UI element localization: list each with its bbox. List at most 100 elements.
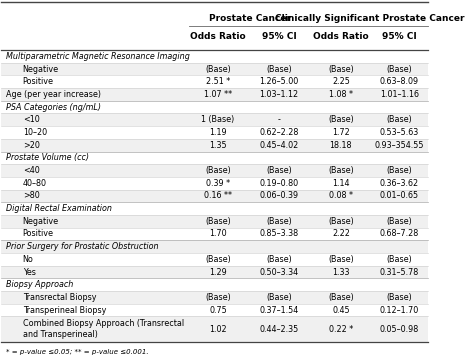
Text: 1.29: 1.29 <box>209 268 227 277</box>
Text: 0.06–0.39: 0.06–0.39 <box>259 191 299 200</box>
Text: 95% CI: 95% CI <box>382 32 417 41</box>
Text: 0.68–7.28: 0.68–7.28 <box>380 229 419 238</box>
Text: (Base): (Base) <box>387 65 412 74</box>
Text: (Base): (Base) <box>328 65 354 74</box>
Text: 1.02: 1.02 <box>209 325 227 334</box>
Text: Transperineal Biopsy: Transperineal Biopsy <box>23 306 106 315</box>
Text: Multiparametric Magnetic Resonance Imaging: Multiparametric Magnetic Resonance Imagi… <box>6 52 190 61</box>
Text: Positive: Positive <box>23 229 54 238</box>
Text: 0.53–5.63: 0.53–5.63 <box>380 128 419 137</box>
Text: (Base): (Base) <box>328 115 354 124</box>
Text: Prostate Volume (cc): Prostate Volume (cc) <box>6 153 89 162</box>
Text: Odds Ratio: Odds Ratio <box>313 32 369 41</box>
Text: 18.18: 18.18 <box>329 141 352 150</box>
Text: (Base): (Base) <box>387 115 412 124</box>
Text: 0.93–354.55: 0.93–354.55 <box>375 141 424 150</box>
Text: 0.22 *: 0.22 * <box>328 325 353 334</box>
Text: (Base): (Base) <box>266 166 292 175</box>
Text: Biopsy Approach: Biopsy Approach <box>6 280 73 289</box>
Bar <box>1 240 428 253</box>
Text: * = p-value ≤0.05; ** = p-value ≤0.001.: * = p-value ≤0.05; ** = p-value ≤0.001. <box>6 349 148 355</box>
Text: (Base): (Base) <box>387 293 412 302</box>
Bar <box>1 151 428 164</box>
Text: 1.72: 1.72 <box>332 128 350 137</box>
Text: (Base): (Base) <box>205 255 231 264</box>
Text: Negative: Negative <box>23 217 59 226</box>
Text: 1.01–1.16: 1.01–1.16 <box>380 90 419 99</box>
Text: 0.63–8.09: 0.63–8.09 <box>380 77 419 86</box>
Text: >20: >20 <box>23 141 40 150</box>
Text: (Base): (Base) <box>328 293 354 302</box>
Text: PSA Categories (ng/mL): PSA Categories (ng/mL) <box>6 103 100 111</box>
Text: 1.35: 1.35 <box>209 141 227 150</box>
Text: 2.22: 2.22 <box>332 229 350 238</box>
Text: (Base): (Base) <box>266 217 292 226</box>
Bar <box>1 215 428 228</box>
Text: 1.33: 1.33 <box>332 268 350 277</box>
Text: 10–20: 10–20 <box>23 128 47 137</box>
Text: Prostate Cancer: Prostate Cancer <box>209 14 291 23</box>
Bar <box>1 126 428 139</box>
Bar <box>1 278 428 291</box>
Bar <box>1 101 428 114</box>
Text: No: No <box>23 255 34 264</box>
Text: 0.01–0.65: 0.01–0.65 <box>380 191 419 200</box>
Bar <box>1 63 428 76</box>
Text: (Base): (Base) <box>266 255 292 264</box>
Text: Clinically Significant Prostate Cancer: Clinically Significant Prostate Cancer <box>275 14 465 23</box>
Text: <40: <40 <box>23 166 39 175</box>
Text: 1.26–5.00: 1.26–5.00 <box>259 77 299 86</box>
Bar <box>1 139 428 151</box>
Bar <box>1 291 428 304</box>
Bar <box>1 164 428 177</box>
Text: -: - <box>277 115 280 124</box>
Text: (Base): (Base) <box>387 255 412 264</box>
Text: Odds Ratio: Odds Ratio <box>190 32 246 41</box>
Text: 0.44–2.35: 0.44–2.35 <box>259 325 299 334</box>
Text: (Base): (Base) <box>205 217 231 226</box>
Text: 0.16 **: 0.16 ** <box>204 191 232 200</box>
Text: (Base): (Base) <box>205 293 231 302</box>
Text: 95% CI: 95% CI <box>262 32 296 41</box>
Text: (Base): (Base) <box>387 166 412 175</box>
Bar <box>1 253 428 266</box>
Text: (Base): (Base) <box>328 166 354 175</box>
Text: 0.75: 0.75 <box>209 306 227 315</box>
Text: 1.03–1.12: 1.03–1.12 <box>259 90 299 99</box>
Text: 0.45–4.02: 0.45–4.02 <box>259 141 299 150</box>
Text: 0.05–0.98: 0.05–0.98 <box>380 325 419 334</box>
Text: Negative: Negative <box>23 65 59 74</box>
Text: 1.07 **: 1.07 ** <box>204 90 232 99</box>
Text: Positive: Positive <box>23 77 54 86</box>
Text: Transrectal Biopsy: Transrectal Biopsy <box>23 293 96 302</box>
Text: 1.08 *: 1.08 * <box>329 90 353 99</box>
Text: (Base): (Base) <box>328 217 354 226</box>
Text: 2.25: 2.25 <box>332 77 350 86</box>
Bar <box>1 177 428 189</box>
Text: Age (per year increase): Age (per year increase) <box>6 90 100 99</box>
Text: (Base): (Base) <box>266 293 292 302</box>
Text: 40–80: 40–80 <box>23 179 47 188</box>
Text: 0.37–1.54: 0.37–1.54 <box>259 306 299 315</box>
Text: 1 (Base): 1 (Base) <box>201 115 235 124</box>
Bar <box>1 228 428 240</box>
Bar <box>1 202 428 215</box>
Text: 0.85–3.38: 0.85–3.38 <box>259 229 299 238</box>
Text: and Transperineal): and Transperineal) <box>23 330 98 339</box>
Text: Prior Surgery for Prostatic Obstruction: Prior Surgery for Prostatic Obstruction <box>6 242 158 251</box>
Text: 0.08 *: 0.08 * <box>329 191 353 200</box>
Bar <box>1 189 428 202</box>
Bar <box>1 76 428 88</box>
Bar <box>1 88 428 101</box>
Text: 1.70: 1.70 <box>209 229 227 238</box>
Text: 0.31–5.78: 0.31–5.78 <box>380 268 419 277</box>
Bar <box>1 1 428 50</box>
Text: (Base): (Base) <box>266 65 292 74</box>
Text: 0.62–2.28: 0.62–2.28 <box>259 128 299 137</box>
Text: Digital Rectal Examination: Digital Rectal Examination <box>6 204 112 213</box>
Text: 1.14: 1.14 <box>332 179 350 188</box>
Text: 1.19: 1.19 <box>209 128 227 137</box>
Text: 0.39 *: 0.39 * <box>206 179 230 188</box>
Bar <box>1 266 428 278</box>
Text: 0.19–0.80: 0.19–0.80 <box>259 179 299 188</box>
